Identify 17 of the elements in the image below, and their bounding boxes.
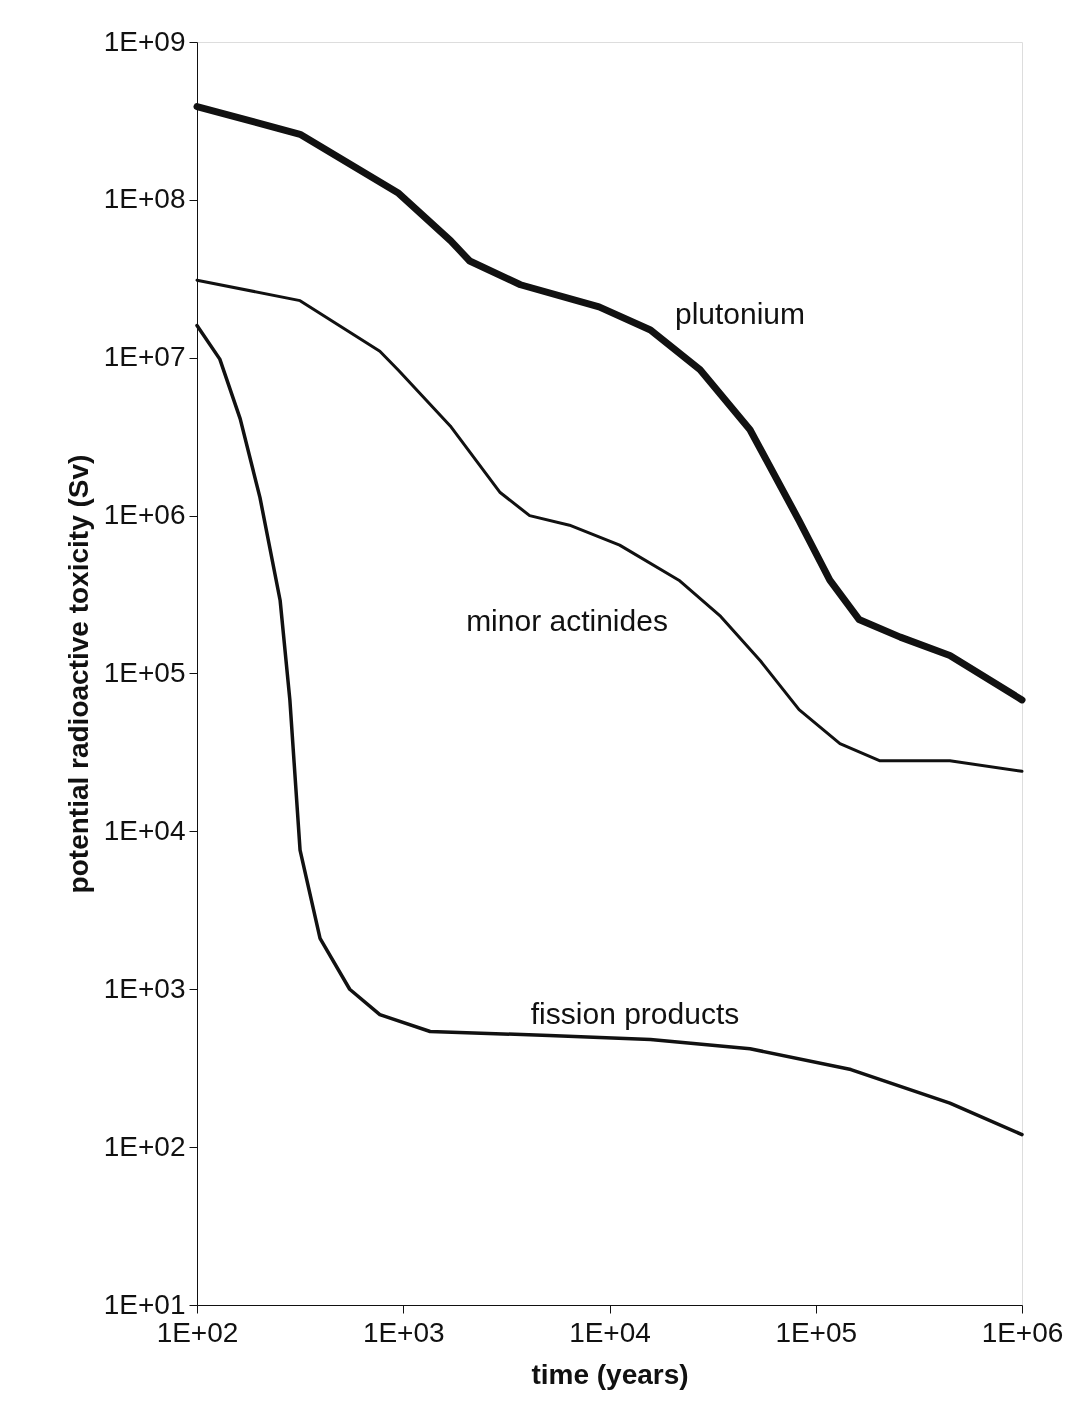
x-tick-label: 1E+06 (981, 1316, 1064, 1348)
series-label: minor actinides (466, 604, 668, 637)
y-tick-label: 1E+03 (103, 972, 186, 1004)
y-tick-label: 1E+07 (103, 341, 186, 373)
y-axis-title: potential radioactive toxicity (Sv) (62, 454, 94, 894)
series-label: plutonium (674, 297, 806, 330)
x-axis-title: time (years) (531, 1358, 689, 1390)
y-tick-label: 1E+09 (103, 25, 186, 57)
y-tick-label: 1E+05 (103, 657, 186, 688)
y-tick-label: 1E+02 (103, 1130, 186, 1162)
x-tick-label: 1E+03 (362, 1316, 445, 1348)
x-tick-label: 1E+05 (775, 1316, 858, 1348)
x-tick-label: 1E+04 (569, 1316, 651, 1348)
y-tick-label: 1E+08 (103, 183, 186, 215)
series-label: fission products (530, 997, 740, 1030)
y-tick-label: 1E+06 (103, 499, 186, 531)
y-tick-label: 1E+04 (103, 814, 186, 846)
